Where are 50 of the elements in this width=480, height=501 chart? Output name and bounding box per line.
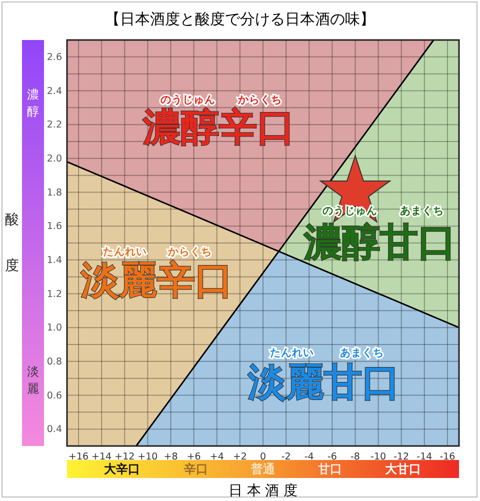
y-tick-label: 0.4: [46, 424, 62, 436]
y-tick-label: 2.6: [46, 52, 62, 63]
x-tick-label: -4: [304, 452, 314, 463]
x-tick-label: -16: [440, 452, 456, 463]
y-tick-label: 1.4: [46, 254, 62, 266]
x-axis-title: 日 本 酒 度: [228, 483, 298, 499]
annotation: からくち: [167, 246, 212, 258]
annotation: たんれい: [103, 246, 147, 258]
annotation: 淡麗辛口: [80, 258, 233, 302]
text: 辛口: [183, 462, 208, 476]
x-tick-label: +12: [114, 452, 135, 463]
y-tick-label: 1.6: [46, 221, 62, 232]
x-tick-label: +6: [186, 452, 201, 463]
text: 大甘口: [385, 462, 421, 476]
x-tick-label: +16: [68, 452, 89, 463]
annotation: のうじゅん: [160, 94, 216, 106]
y-tick-label: 0.6: [46, 390, 62, 402]
text: 酸度: [5, 212, 19, 274]
x-tick-label: +8: [164, 452, 178, 463]
text: 普通: [250, 462, 276, 476]
x-tick-label: +4: [210, 452, 224, 463]
y-tick-label: 1.2: [46, 288, 62, 300]
y-tick-label: 2.2: [46, 120, 62, 131]
text: 甘口: [317, 462, 342, 476]
x-tick-label: -14: [416, 452, 432, 463]
x-tick-label: -12: [394, 452, 410, 463]
x-tick-label: -6: [327, 452, 337, 463]
annotation: 淡麗甘口: [247, 360, 400, 404]
annotation: 濃醇辛口: [142, 105, 295, 149]
y-tick-label: 1.0: [46, 322, 62, 334]
annotation: あまくち: [340, 347, 384, 359]
y-tick-label: 1.8: [46, 187, 62, 198]
annotation: たんれい: [270, 347, 314, 359]
annotation: 濃醇甘口: [303, 220, 456, 264]
y-tick-label: 0.8: [46, 356, 62, 368]
x-tick-label: -8: [350, 452, 360, 463]
x-tick-label: -10: [370, 452, 386, 463]
text: 大辛口: [104, 462, 140, 476]
y-tick-label: 2.4: [46, 86, 62, 97]
x-tick-label: +2: [232, 452, 247, 463]
x-tick-label: -2: [281, 452, 291, 463]
y-tick-label: 2.0: [46, 153, 62, 164]
x-tick-label: 0: [260, 452, 266, 463]
annotation: あまくち: [400, 205, 444, 217]
x-tick-label: +10: [138, 452, 158, 463]
x-tick-label: +14: [92, 452, 112, 463]
text: 濃醇: [27, 88, 39, 118]
text: 淡麗: [27, 364, 39, 396]
annotation: からくち: [237, 94, 282, 106]
chart-title: 【日本酒度と酸度で分ける日本酒の味】: [105, 10, 375, 28]
